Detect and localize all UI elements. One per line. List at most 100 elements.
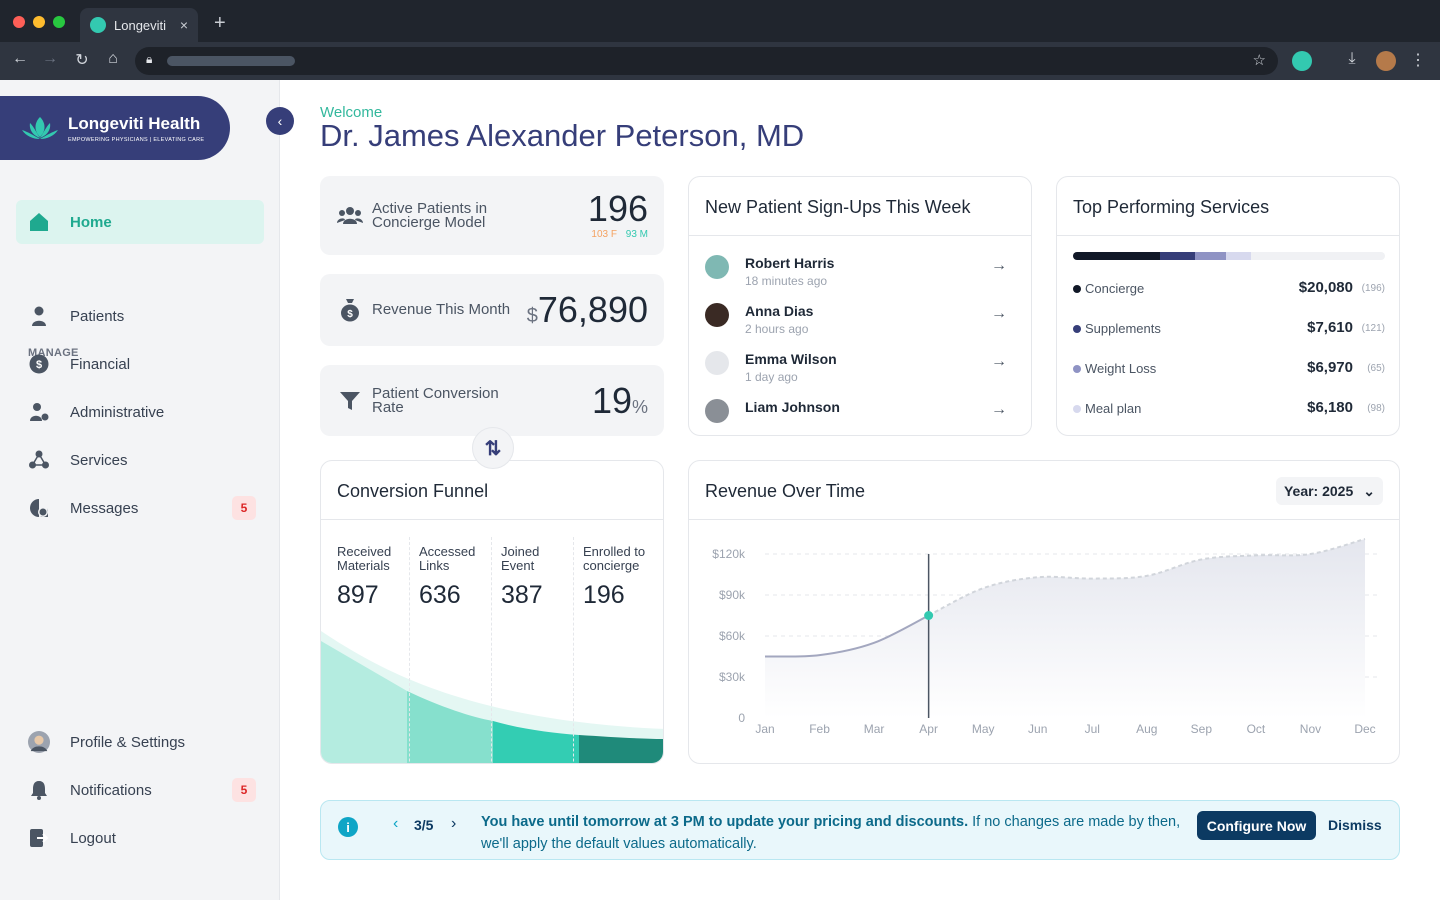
next-alert-icon[interactable]: › xyxy=(451,815,457,832)
page-title: Dr. James Alexander Peterson, MD xyxy=(320,118,805,153)
service-row[interactable]: Weight Loss $6,970 (65) xyxy=(1073,359,1385,379)
list-item[interactable]: Robert Harris 18 minutes ago → xyxy=(705,255,1015,295)
list-item[interactable]: Anna Dias 2 hours ago → xyxy=(705,303,1015,343)
minimize-window-button[interactable] xyxy=(33,16,45,28)
alert-message: You have until tomorrow at 3 PM to updat… xyxy=(481,811,1187,855)
admin-icon xyxy=(28,401,50,423)
x-tick-label: Mar xyxy=(864,722,885,736)
bar-segment-concierge xyxy=(1073,252,1161,260)
x-tick-label: Dec xyxy=(1354,722,1375,736)
arrow-right-icon[interactable]: → xyxy=(991,305,1007,322)
y-tick-label: $120k xyxy=(712,547,746,561)
y-tick-label: $90k xyxy=(719,588,746,602)
maximize-window-button[interactable] xyxy=(53,16,65,28)
currency-symbol: $ xyxy=(526,305,538,327)
legend-dot xyxy=(1073,365,1081,373)
sidebar-item-notifications[interactable]: Notifications 5 xyxy=(16,768,264,812)
new-tab-button[interactable]: + xyxy=(214,12,226,34)
service-row[interactable]: Meal plan $6,180 (98) xyxy=(1073,399,1385,419)
messages-badge: 5 xyxy=(232,496,256,520)
sidebar-item-services[interactable]: Services xyxy=(16,438,264,482)
funnel-stage-value: 196 xyxy=(583,581,625,609)
person-icon xyxy=(28,305,50,327)
bar-segment-supplements xyxy=(1160,252,1195,260)
stat-label: Patient Conversion Rate xyxy=(372,384,499,416)
arrow-right-icon[interactable]: → xyxy=(991,257,1007,274)
favicon-icon xyxy=(90,17,106,33)
bookmark-star-icon[interactable]: ☆ xyxy=(1252,52,1266,69)
year-select-value: Year: 2025 xyxy=(1283,483,1354,499)
service-value: $6,180 xyxy=(1307,399,1353,416)
male-count: 93 M xyxy=(625,229,648,240)
browser-tab[interactable]: Longeviti × xyxy=(80,8,198,42)
browser-menu-icon[interactable]: ⋮ xyxy=(1410,52,1426,69)
funnel-card: Conversion Funnel Received Materials Acc… xyxy=(320,460,664,764)
configure-now-button[interactable]: Configure Now xyxy=(1197,811,1316,840)
sidebar-item-label: Logout xyxy=(70,829,116,847)
funnel-stage-label: Enrolled to concierge xyxy=(583,544,646,573)
avatar xyxy=(705,255,729,279)
browser-toolbar: ← → ↻ ⌂ 🔒︎ ☆ ⤓ ⋮ xyxy=(0,42,1440,80)
service-count: (98) xyxy=(1367,403,1385,414)
close-window-button[interactable] xyxy=(13,16,25,28)
extension-icon[interactable] xyxy=(1292,51,1312,71)
card-title: New Patient Sign-Ups This Week xyxy=(689,177,1031,236)
service-count: (196) xyxy=(1361,283,1385,294)
sidebar-item-home[interactable]: Home xyxy=(16,200,264,244)
funnel-stage-value: 897 xyxy=(337,581,379,609)
forward-icon[interactable]: → xyxy=(42,50,58,67)
close-tab-icon[interactable]: × xyxy=(179,17,188,33)
stat-value-wrap: 19% xyxy=(592,380,648,422)
services-icon xyxy=(28,449,50,471)
y-tick-label: $60k xyxy=(719,629,746,643)
stat-value: 19 xyxy=(591,379,632,421)
dismiss-button[interactable]: Dismiss xyxy=(1328,817,1382,833)
arrow-right-icon[interactable]: → xyxy=(991,401,1007,418)
brand-tagline: EMPOWERING PHYSICIANS | ELEVATING CARE xyxy=(68,136,205,143)
reload-icon[interactable]: ↻ xyxy=(75,52,89,69)
prev-alert-icon[interactable]: ‹ xyxy=(393,815,399,832)
bar-segment-meal-plan xyxy=(1225,252,1251,260)
chevron-left-icon: ‹ xyxy=(277,113,283,129)
service-count: (121) xyxy=(1361,323,1385,334)
highlight-point xyxy=(924,611,934,620)
avatar xyxy=(28,731,50,753)
sidebar-item-profile[interactable]: Profile & Settings xyxy=(16,720,264,764)
funnel-icon xyxy=(336,387,364,415)
tab-title: Longeviti xyxy=(114,17,167,33)
back-icon[interactable]: ← xyxy=(12,50,28,67)
funnel-divider xyxy=(573,537,574,763)
patient-name: Emma Wilson xyxy=(745,351,837,367)
sidebar-item-patients[interactable]: Patients xyxy=(16,294,264,338)
arrow-right-icon[interactable]: → xyxy=(991,353,1007,370)
list-item[interactable]: Liam Johnson → xyxy=(705,399,1015,435)
funnel-divider xyxy=(491,537,492,763)
revenue-chart-card: Revenue Over Time Year: 2025 ⌄ 0 $30k $60k… xyxy=(688,460,1400,764)
sidebar-item-financial[interactable]: $ Financial xyxy=(16,342,264,386)
browser-profile-avatar[interactable] xyxy=(1376,51,1396,71)
x-tick-label: Jul xyxy=(1085,722,1100,736)
swap-icon[interactable]: ⇅ xyxy=(472,427,514,469)
alert-bold-text: You have until tomorrow at 3 PM to updat… xyxy=(481,814,969,830)
address-bar[interactable]: 🔒︎ ☆ xyxy=(135,47,1278,75)
x-tick-label: Sep xyxy=(1191,722,1213,736)
year-select[interactable]: Year: 2025 ⌄ xyxy=(1275,477,1383,505)
browser-titlebar: Longeviti × + xyxy=(0,0,1440,42)
sidebar-item-logout[interactable]: Logout xyxy=(16,816,264,860)
brand-logo[interactable]: Longeviti Health EMPOWERING PHYSICIANS |… xyxy=(0,96,230,160)
sidebar-item-messages[interactable]: Messages 5 xyxy=(16,486,264,530)
stat-active-patients: Active Patients in Concierge Model 196 1… xyxy=(320,176,664,255)
service-row[interactable]: Concierge $20,080 (196) xyxy=(1073,279,1385,299)
sidebar-item-label: Services xyxy=(70,451,128,469)
stat-value: 196 xyxy=(587,188,648,229)
home-browser-icon[interactable]: ⌂ xyxy=(108,50,118,67)
notifications-badge: 5 xyxy=(232,778,256,802)
lotus-icon xyxy=(22,117,58,139)
service-row[interactable]: Supplements $7,610 (121) xyxy=(1073,319,1385,339)
download-icon[interactable]: ⤓ xyxy=(1348,50,1356,67)
list-item[interactable]: Emma Wilson 1 day ago → xyxy=(705,351,1015,391)
revenue-area xyxy=(765,538,1365,718)
sidebar-item-administrative[interactable]: Administrative xyxy=(16,390,264,434)
sidebar-item-label: Financial xyxy=(70,355,131,373)
collapse-sidebar-button[interactable]: ‹ xyxy=(266,107,294,135)
